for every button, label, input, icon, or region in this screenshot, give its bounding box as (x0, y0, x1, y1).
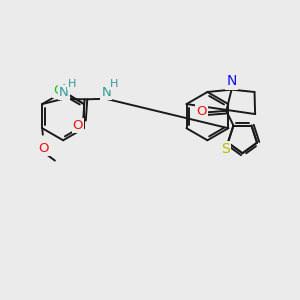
Text: O: O (73, 119, 83, 132)
Text: O: O (38, 142, 49, 155)
Text: O: O (196, 105, 206, 118)
Text: N: N (59, 86, 69, 99)
Text: N: N (101, 86, 111, 99)
Text: H: H (110, 79, 118, 89)
Text: S: S (221, 142, 230, 156)
Text: Cl: Cl (53, 84, 66, 97)
Text: H: H (68, 79, 76, 89)
Text: N: N (226, 74, 237, 88)
